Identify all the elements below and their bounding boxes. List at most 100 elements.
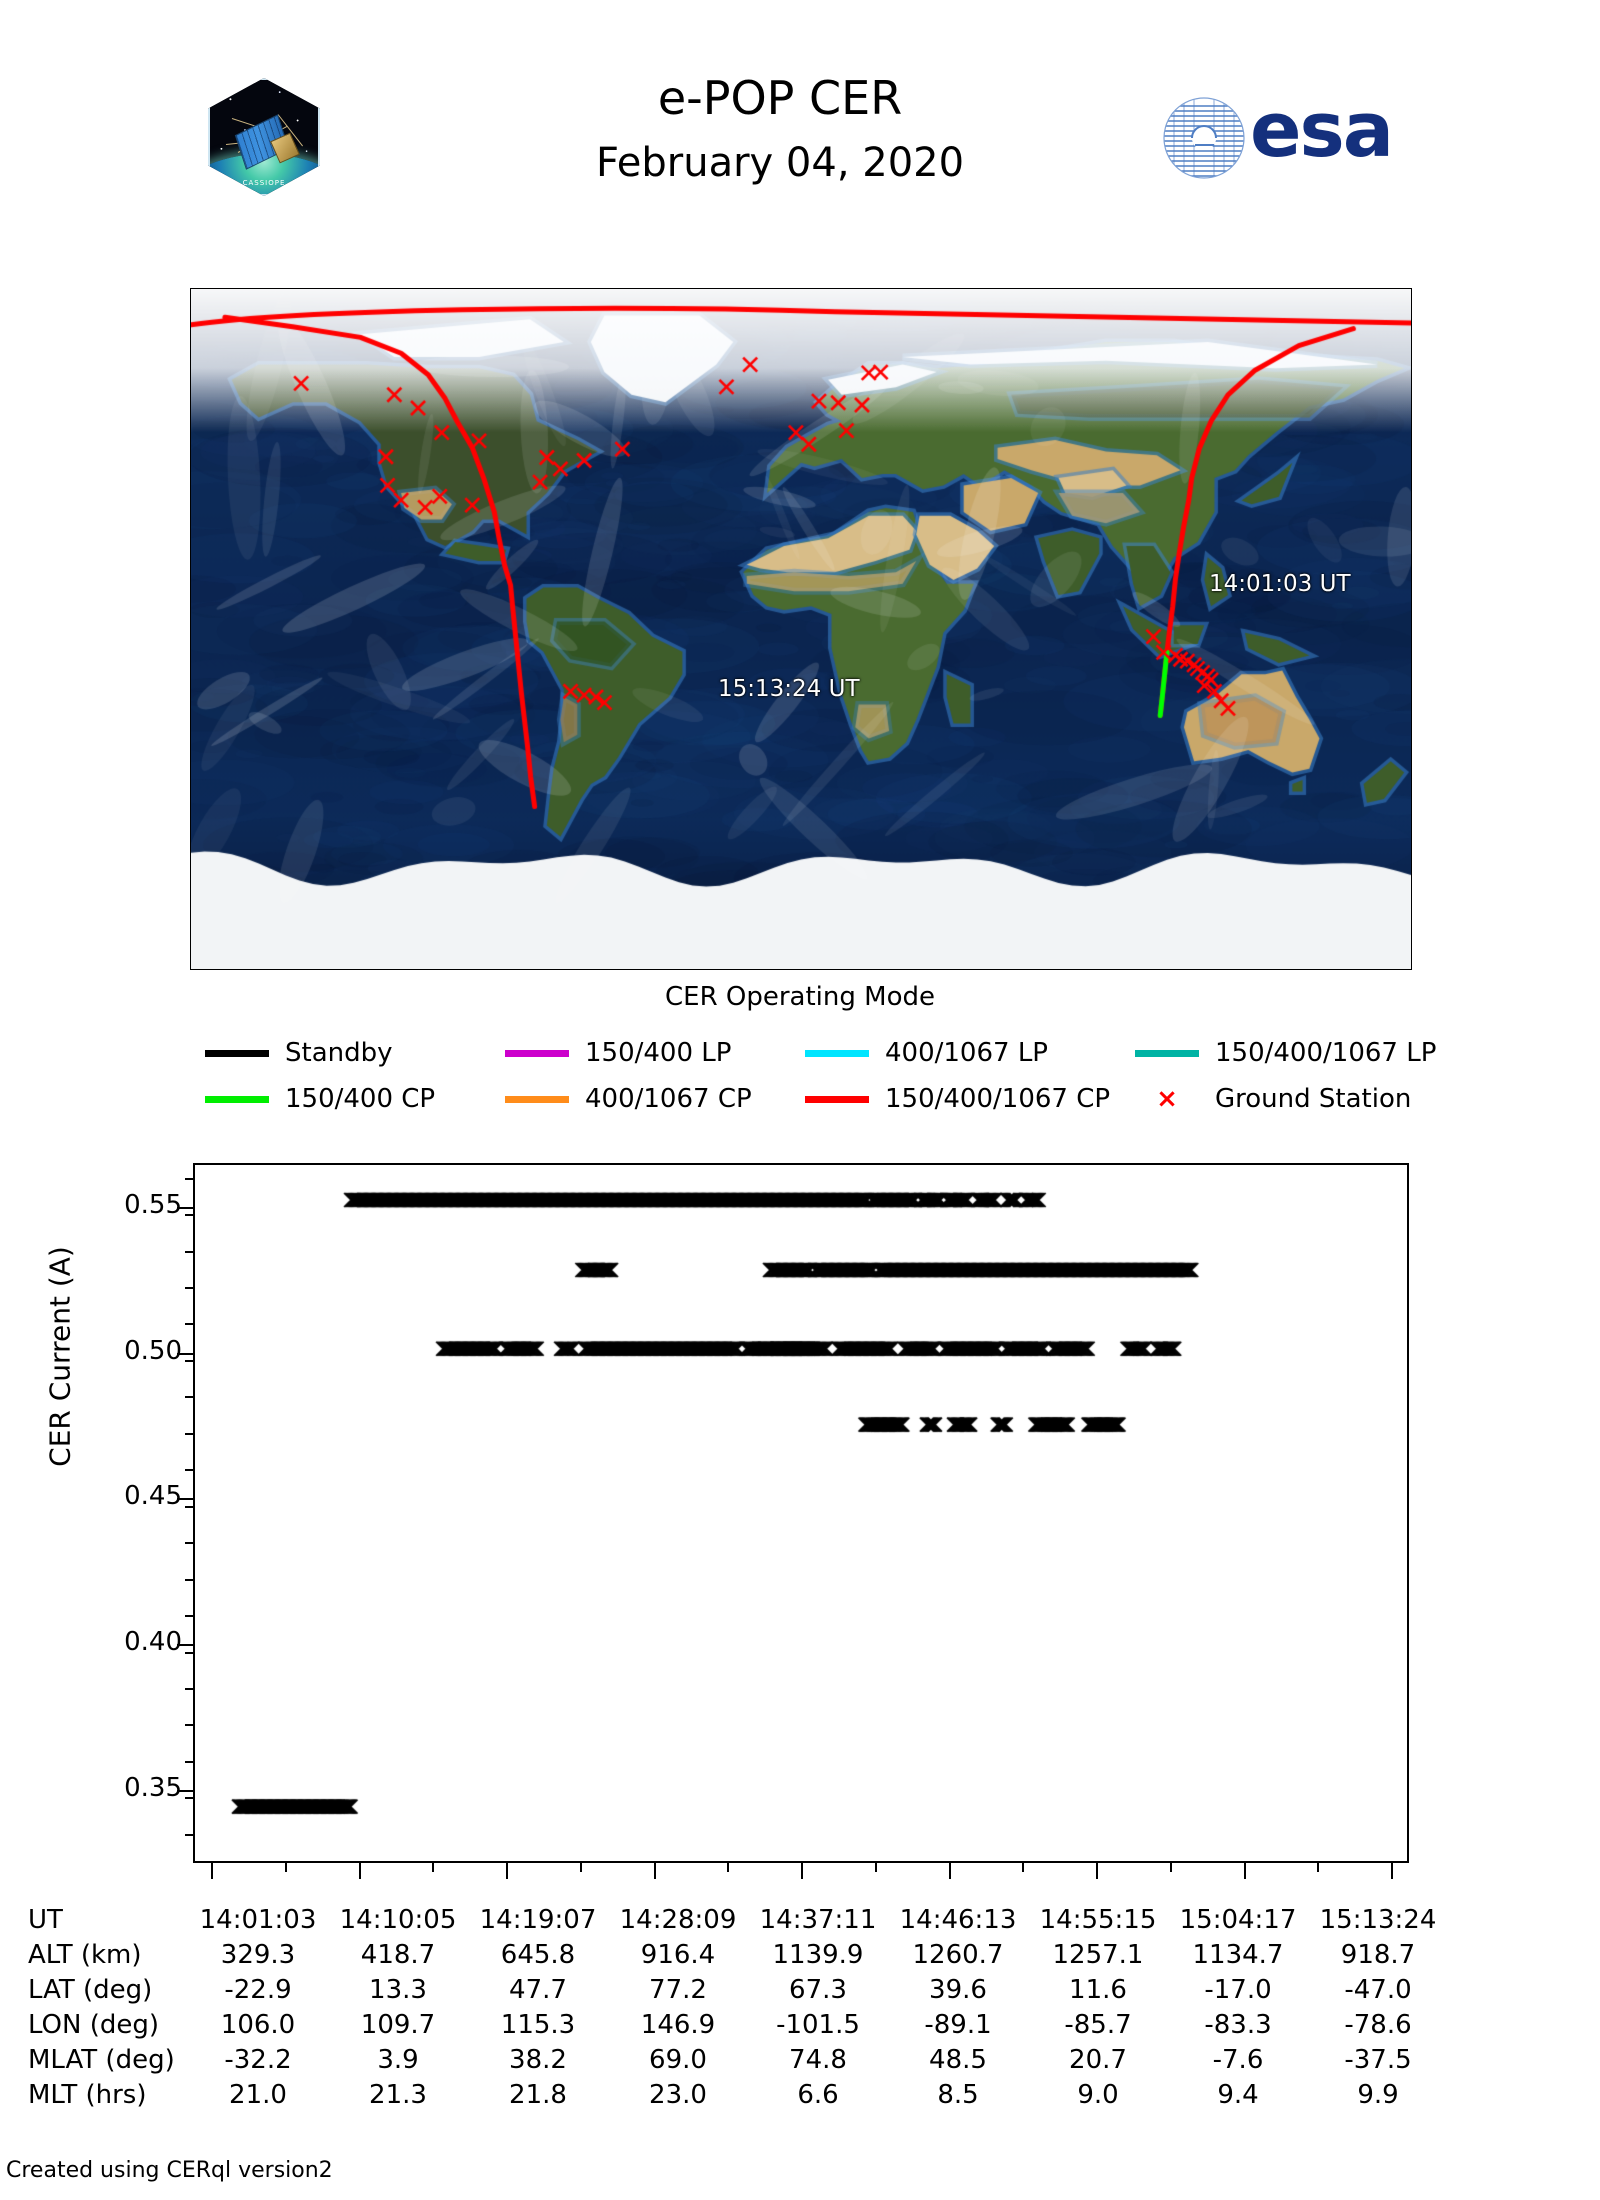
x-axis-minor-tick: [1170, 1863, 1172, 1872]
legend-item-label: 150/400/1067 CP: [885, 1084, 1110, 1114]
x-axis-minor-tick: [727, 1863, 729, 1872]
table-cell: 418.7: [328, 1940, 468, 1970]
table-cell: 13.3: [328, 1975, 468, 2005]
table-cell: 146.9: [608, 2010, 748, 2040]
legend-item-label: Standby: [285, 1038, 393, 1068]
x-axis-tick-mark: [1096, 1863, 1098, 1879]
table-row: MLAT (deg) -32.2 3.9 38.2 69.0 74.8 48.5 20.7 -7…: [28, 2045, 1448, 2080]
legend-row: Standby 150/400 LP 400/1067 LP 150/400/1067…: [205, 1030, 1425, 1076]
table-row-label: UT: [28, 1905, 188, 1935]
table-cell: 9.0: [1028, 2080, 1168, 2110]
table-cell: 21.8: [468, 2080, 608, 2110]
table-row-label: LAT (deg): [28, 1975, 188, 2005]
table-cell: 39.6: [888, 1975, 1028, 2005]
legend-color-swatch: [805, 1096, 869, 1103]
page-header: CASSIOPE e-POP CER February 04, 2020: [0, 0, 1600, 205]
table-cell: -101.5: [748, 2010, 888, 2040]
y-axis-minor-tick: [185, 1287, 193, 1289]
y-axis-minor-tick: [185, 1761, 193, 1763]
table-row-cells: -22.9 13.3 47.7 77.2 67.3 39.6 11.6 -17.0 -47.0: [188, 1975, 1448, 2005]
table-cell: 1260.7: [888, 1940, 1028, 1970]
table-cell: -17.0: [1168, 1975, 1308, 2005]
table-cell: 21.3: [328, 2080, 468, 2110]
y-axis-tick-mark: [177, 1790, 193, 1792]
table-cell: 11.6: [1028, 1975, 1168, 2005]
legend-item-label: 150/400 CP: [285, 1084, 435, 1114]
table-row-label: MLT (hrs): [28, 2080, 188, 2110]
legend-title: CER Operating Mode: [0, 982, 1600, 1012]
table-cell: 74.8: [748, 2045, 888, 2075]
table-row: ALT (km) 329.3 418.7 645.8 916.4 1139.9 1260.7…: [28, 1940, 1448, 1975]
map-end-time-label: 15:13:24 UT: [718, 676, 860, 702]
table-cell: 14:10:05: [328, 1905, 468, 1935]
table-row-cells: 106.0 109.7 115.3 146.9 -101.5 -89.1 -85.7 -83.…: [188, 2010, 1448, 2040]
table-row: UT 14:01:03 14:10:05 14:19:07 14:28:09 14:37:…: [28, 1905, 1448, 1940]
table-row: LON (deg) 106.0 109.7 115.3 146.9 -101.5 -89.1…: [28, 2010, 1448, 2045]
cassiope-logo: CASSIOPE: [208, 78, 320, 196]
table-cell: 6.6: [748, 2080, 888, 2110]
table-cell: 77.2: [608, 1975, 748, 2005]
y-axis-minor-tick: [185, 1214, 193, 1216]
x-axis-tick-mark: [211, 1863, 213, 1879]
legend-color-swatch: [205, 1050, 269, 1057]
y-axis-minor-tick: [185, 1579, 193, 1581]
legend-color-swatch: [505, 1096, 569, 1103]
x-axis-tick-mark: [359, 1863, 361, 1879]
title-block: e-POP CER February 04, 2020: [400, 74, 1160, 186]
table-cell: 645.8: [468, 1940, 608, 1970]
y-axis-minor-tick: [185, 1834, 193, 1836]
table-cell: 1257.1: [1028, 1940, 1168, 1970]
table-cell: 67.3: [748, 1975, 888, 2005]
table-cell: -37.5: [1308, 2045, 1448, 2075]
world-map-panel: 14:01:03 UT 15:13:24 UT: [190, 288, 1412, 970]
x-axis-tick-mark: [801, 1863, 803, 1879]
table-cell: -78.6: [1308, 2010, 1448, 2040]
table-cell: 14:46:13: [888, 1905, 1028, 1935]
table-row-label: MLAT (deg): [28, 2045, 188, 2075]
y-axis-minor-tick: [185, 1797, 193, 1799]
legend: Standby 150/400 LP 400/1067 LP 150/400/1067…: [205, 1030, 1425, 1122]
page-date: February 04, 2020: [400, 140, 1160, 186]
y-axis-minor-tick: [185, 1251, 193, 1253]
legend-item: 400/1067 LP: [805, 1038, 1135, 1068]
cassiope-logo-border: [208, 78, 320, 196]
legend-item-label: 400/1067 LP: [885, 1038, 1048, 1068]
table-row-cells: 14:01:03 14:10:05 14:19:07 14:28:09 14:37:11…: [188, 1905, 1448, 1935]
legend-item: 400/1067 CP: [505, 1084, 805, 1114]
y-axis-tick-label: 0.50: [42, 1336, 182, 1366]
y-axis-minor-tick: [185, 1323, 193, 1325]
map-start-time-label: 14:01:03 UT: [1209, 571, 1351, 597]
table-cell: 15:04:17: [1168, 1905, 1308, 1935]
y-axis-minor-tick: [185, 1542, 193, 1544]
table-cell: 9.4: [1168, 2080, 1308, 2110]
x-axis-tick-mark: [506, 1863, 508, 1879]
legend-item: × Ground Station: [1135, 1084, 1425, 1114]
table-cell: 21.0: [188, 2080, 328, 2110]
legend-color-swatch: [505, 1050, 569, 1057]
table-cell: 15:13:24: [1308, 1905, 1448, 1935]
y-axis-tick-mark: [177, 1353, 193, 1355]
x-axis-tick-mark: [1244, 1863, 1246, 1879]
legend-item-label: 400/1067 CP: [585, 1084, 752, 1114]
y-axis-minor-tick: [185, 1615, 193, 1617]
legend-item: 150/400 CP: [205, 1084, 505, 1114]
table-cell: 8.5: [888, 2080, 1028, 2110]
x-axis-minor-tick: [875, 1863, 877, 1872]
y-axis-tick-mark: [177, 1498, 193, 1500]
x-axis-tick-mark: [654, 1863, 656, 1879]
x-axis-tick-mark: [949, 1863, 951, 1879]
table-row-label: ALT (km): [28, 1940, 188, 1970]
table-cell: 48.5: [888, 2045, 1028, 2075]
legend-item: 150/400/1067 LP: [1135, 1038, 1425, 1068]
table-row-cells: 329.3 418.7 645.8 916.4 1139.9 1260.7 1257.1 11…: [188, 1940, 1448, 1970]
ground-station-marker-icon: ×: [1135, 1086, 1199, 1112]
y-axis-tick-mark: [177, 1644, 193, 1646]
table-cell: 69.0: [608, 2045, 748, 2075]
x-axis-minor-tick: [432, 1863, 434, 1872]
y-axis-tick-label: 0.35: [42, 1773, 182, 1803]
legend-color-swatch: [205, 1096, 269, 1103]
x-axis-minor-tick: [285, 1863, 287, 1872]
table-cell: 329.3: [188, 1940, 328, 1970]
esa-wordmark: esa: [1250, 92, 1392, 168]
y-axis-minor-tick: [185, 1433, 193, 1435]
